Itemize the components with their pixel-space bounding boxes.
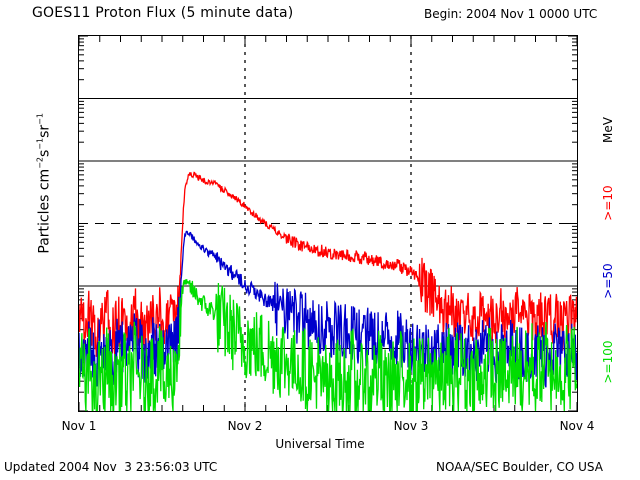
page-title: GOES11 Proton Flux (5 minute data) (32, 5, 294, 21)
legend-ge50: >=50 (601, 263, 615, 299)
plot-svg (79, 36, 577, 411)
x-tick-label: Nov 2 (227, 419, 263, 433)
x-tick-label: Nov 4 (559, 419, 595, 433)
footer-source: NOAA/SEC Boulder, CO USA (436, 460, 603, 474)
series-line-ge100 (79, 279, 577, 411)
y-axis-label: Particles cm−2s−1sr−1 (35, 113, 53, 254)
footer-updated: Updated 2004 Nov 3 23:56:03 UTC (4, 460, 218, 474)
x-tick-label: Nov 3 (393, 419, 429, 433)
x-axis-label: Universal Time (275, 437, 365, 451)
series-line-ge10 (79, 171, 577, 357)
legend-ge10: >=10 (601, 185, 615, 221)
begin-time-label: Begin: 2004 Nov 1 0000 UTC (424, 7, 598, 21)
legend-units: MeV (601, 117, 615, 143)
legend-ge100: >=100 (601, 340, 615, 384)
x-tick-label: Nov 1 (61, 419, 97, 433)
plot-area (78, 35, 578, 412)
